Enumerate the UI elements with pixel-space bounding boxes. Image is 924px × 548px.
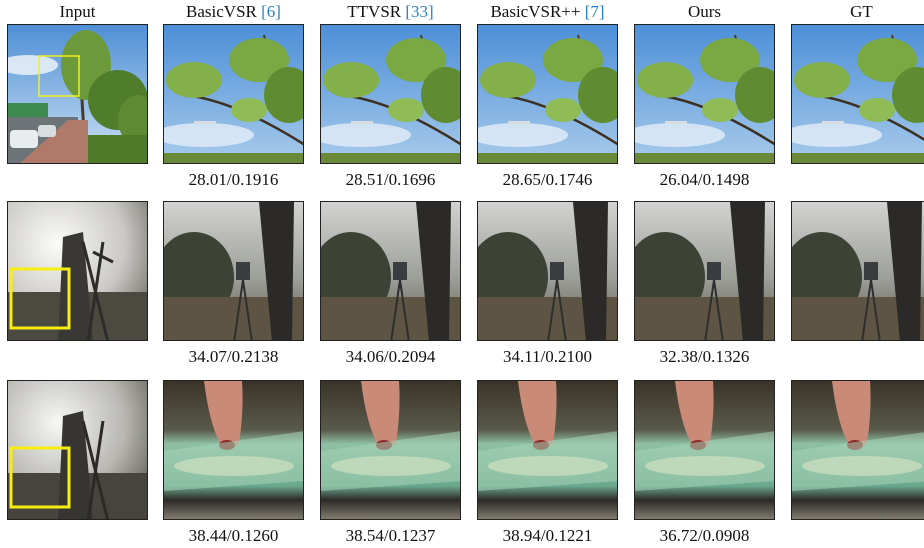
method-name: Input — [59, 2, 96, 21]
citation: [6] — [261, 2, 281, 21]
result-image — [477, 380, 618, 520]
metric-label: 38.94/0.1221 — [502, 526, 593, 545]
result-image — [477, 24, 618, 164]
metric-label: 28.01/0.1916 — [188, 170, 279, 189]
image — [792, 202, 924, 340]
result-image — [634, 201, 775, 341]
result-image — [163, 24, 304, 164]
result-image — [634, 24, 775, 164]
result-image — [320, 380, 461, 520]
input-image — [7, 201, 148, 341]
input-image — [7, 24, 148, 164]
method-name: BasicVSR++ — [490, 2, 581, 21]
input-image — [7, 380, 148, 520]
result-image — [163, 201, 304, 341]
metric-label: 34.06/0.2094 — [345, 347, 436, 366]
result-image — [634, 380, 775, 520]
metric-label: 34.11/0.2100 — [502, 347, 593, 366]
method-name: GT — [850, 2, 873, 21]
image — [792, 25, 924, 163]
citation: [33] — [405, 2, 434, 21]
image — [478, 381, 617, 519]
metric-label: 38.44/0.1260 — [188, 526, 279, 545]
column-header: BasicVSR++ [7] — [477, 2, 618, 22]
metric-label: 32.38/0.1326 — [659, 347, 750, 366]
column-header: Ours — [634, 2, 775, 22]
method-name: BasicVSR — [186, 2, 257, 21]
method-name: Ours — [687, 2, 722, 21]
method-name: TTVSR — [347, 2, 402, 21]
image — [164, 202, 303, 340]
result-image — [320, 24, 461, 164]
result-image — [477, 201, 618, 341]
metric-label: 38.54/0.1237 — [345, 526, 436, 545]
metric-label: 28.51/0.1696 — [345, 170, 436, 189]
image — [478, 202, 617, 340]
column-header: TTVSR [33] — [320, 2, 461, 22]
image — [635, 202, 774, 340]
metric-label: 36.72/0.0908 — [659, 526, 750, 545]
image — [321, 25, 460, 163]
result-image — [791, 201, 924, 341]
image — [164, 381, 303, 519]
image — [8, 25, 147, 163]
image — [8, 381, 147, 519]
image — [164, 25, 303, 163]
column-header: Input — [7, 2, 148, 22]
result-image — [791, 24, 924, 164]
image — [635, 25, 774, 163]
image — [321, 202, 460, 340]
metric-label: 28.65/0.1746 — [502, 170, 593, 189]
image — [8, 202, 147, 340]
citation: [7] — [584, 2, 605, 21]
metric-label: 34.07/0.2138 — [188, 347, 279, 366]
image — [321, 381, 460, 519]
column-header: GT — [791, 2, 924, 22]
image — [792, 381, 924, 519]
metric-label: 26.04/0.1498 — [659, 170, 750, 189]
result-image — [320, 201, 461, 341]
column-header: BasicVSR [6] — [163, 2, 304, 22]
image — [478, 25, 617, 163]
image — [635, 381, 774, 519]
result-image — [163, 380, 304, 520]
result-image — [791, 380, 924, 520]
